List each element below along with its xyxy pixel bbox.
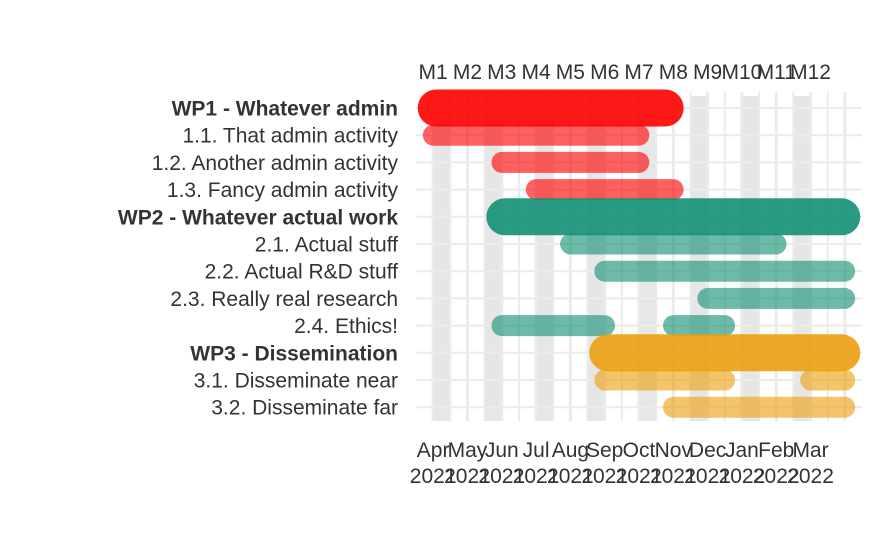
row-label-8: 2.3. Really real research: [170, 288, 398, 311]
bottom-tick-month-dec: Dec: [689, 439, 726, 462]
top-tick-label-m12: M12: [790, 61, 831, 84]
bottom-tick-year-oct: 2021: [616, 465, 663, 488]
bottom-tick-month-oct: Oct: [623, 439, 656, 462]
bottom-tick-month-sep: Sep: [586, 439, 623, 462]
bottom-tick-year-may: 2021: [444, 465, 491, 488]
bottom-tick-month-jan: Jan: [725, 439, 759, 462]
top-tick-label-m10: M10: [721, 61, 762, 84]
bottom-tick-month-may: May: [448, 439, 488, 462]
top-tick-label-m7: M7: [624, 61, 653, 84]
top-tick-label-m3: M3: [487, 61, 516, 84]
top-tick-label-m6: M6: [590, 61, 619, 84]
bottom-tick-year-apr: 2021: [410, 465, 457, 488]
row-label-6: 2.1. Actual stuff: [255, 234, 398, 257]
bottom-tick-month-feb: Feb: [758, 439, 794, 462]
bottom-tick-year-jan: 2022: [719, 465, 766, 488]
row-label-4: 1.3. Fancy admin activity: [167, 179, 399, 202]
bottom-tick-year-dec: 2021: [684, 465, 731, 488]
top-tick-label-m9: M9: [693, 61, 722, 84]
bottom-tick-year-jul: 2021: [513, 465, 560, 488]
bottom-tick-year-nov: 2021: [650, 465, 697, 488]
shaded-band-3: [536, 96, 554, 421]
top-tick-label-m2: M2: [453, 61, 482, 84]
top-tick-label-m1: M1: [419, 61, 448, 84]
row-label-9: 2.4. Ethics!: [294, 315, 398, 338]
bottom-tick-month-mar: Mar: [792, 439, 828, 462]
row-label-1: WP1 - Whatever admin: [172, 98, 398, 121]
shaded-band-1: [433, 96, 451, 421]
bottom-tick-year-feb: 2022: [753, 465, 800, 488]
top-tick-label-m4: M4: [521, 61, 550, 84]
top-tick-label-m11: M11: [757, 61, 796, 84]
bottom-tick-month-apr: Apr: [417, 439, 450, 462]
row-labels-layer: WP1 - Whatever admin 1.1. That admin acti…: [118, 98, 399, 420]
bars-layer: [417, 89, 861, 418]
bottom-axis-layer: Apr 2021 May 2021 Jun 2021 Jul 2021 Aug 2021 Sep 20…: [410, 439, 834, 488]
shaded-band-2: [484, 96, 502, 421]
top-tick-label-m5: M5: [556, 61, 585, 84]
bottom-tick-month-aug: Aug: [552, 439, 589, 462]
bottom-tick-year-aug: 2021: [547, 465, 594, 488]
bottom-tick-month-jul: Jul: [523, 439, 550, 462]
bottom-tick-year-mar: 2022: [787, 465, 834, 488]
row-label-12: 3.2. Disseminate far: [211, 397, 398, 420]
shaded-band-7: [741, 96, 760, 421]
bottom-tick-year-jun: 2021: [478, 465, 525, 488]
row-label-5: WP2 - Whatever actual work: [118, 206, 398, 229]
bottom-tick-month-jun: Jun: [485, 439, 519, 462]
row-label-2: 1.1. That admin activity: [182, 125, 398, 148]
row-label-10: WP3 - Dissemination: [190, 342, 398, 365]
row-label-3: 1.2. Another admin activity: [152, 152, 399, 175]
row-label-11: 3.1. Disseminate near: [194, 370, 398, 393]
bottom-tick-month-nov: Nov: [655, 439, 693, 462]
top-tick-label-m8: M8: [659, 61, 688, 84]
bottom-tick-year-sep: 2021: [581, 465, 628, 488]
row-label-7: 2.2. Actual R&D stuff: [205, 261, 399, 284]
